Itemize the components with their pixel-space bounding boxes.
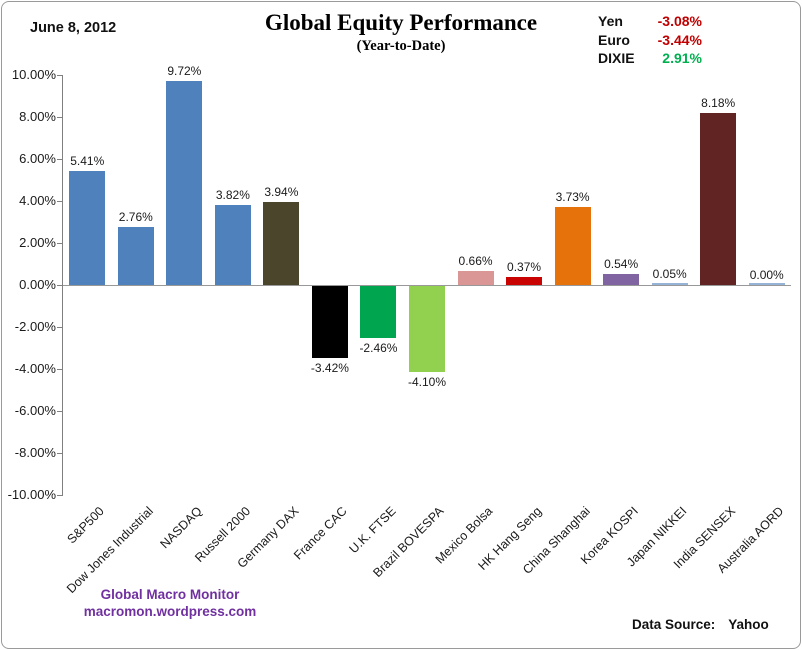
fx-value: -3.44% <box>657 31 702 48</box>
fx-row-dixie: DIXIE 2.91% <box>598 50 702 69</box>
bar-hk-hang-seng <box>506 277 543 285</box>
data-source: Data Source: Yahoo <box>632 617 769 632</box>
bar-mexico-bolsa <box>457 271 494 285</box>
fx-label: Yen <box>598 13 623 29</box>
y-axis-tick-label: 0.00% <box>19 277 56 292</box>
y-axis-tick <box>57 75 63 76</box>
data-source-label: Data Source: <box>632 617 716 632</box>
bar-russell-2000 <box>214 204 251 285</box>
y-axis-tick <box>57 285 63 286</box>
bar-japan-nikkei <box>651 283 688 285</box>
bar-brazil-bovespa <box>409 286 445 373</box>
fx-row-euro: Euro -3.44% <box>598 32 702 51</box>
bar-value-label: 0.66% <box>458 254 493 269</box>
branding-title: Global Macro Monitor <box>100 587 240 602</box>
y-axis-tick <box>57 495 63 496</box>
y-axis-tick-label: 8.00% <box>19 109 56 124</box>
x-axis-zero-line <box>63 285 791 286</box>
bar-value-label: 9.72% <box>167 63 202 78</box>
x-axis-category-label: NASDAQ <box>157 504 205 552</box>
fx-value: 2.91% <box>662 50 702 66</box>
bar-value-label: -3.42% <box>310 360 349 375</box>
fx-label: Euro <box>598 31 630 48</box>
bar-france-cac <box>311 286 348 358</box>
y-axis-tick-label: -10.00% <box>7 487 56 502</box>
x-axis-category-label: S&P500 <box>64 504 108 547</box>
fx-label: DIXIE <box>598 50 635 66</box>
bar-value-label: 3.73% <box>555 189 590 204</box>
y-axis-tick-label: 6.00% <box>19 151 56 166</box>
y-axis-tick-label: -8.00% <box>14 445 56 460</box>
bar-value-label: 0.37% <box>507 260 542 275</box>
bar-value-label: -4.10% <box>407 375 447 390</box>
bar-dow-jones-industrial <box>117 227 154 285</box>
y-axis-tick <box>57 327 63 328</box>
y-axis-tick-label: -4.00% <box>14 361 56 376</box>
y-axis-tick <box>57 201 63 202</box>
y-axis-tick <box>57 243 63 244</box>
y-axis-tick <box>57 453 63 454</box>
x-axis-category-label: Dow Jones Industrial <box>63 504 156 596</box>
bar-value-label: 0.05% <box>652 266 687 281</box>
fx-legend: Yen -3.08% Euro -3.44% DIXIE 2.91% <box>598 13 702 69</box>
y-axis-tick-label: -2.00% <box>14 319 56 334</box>
bar-india-sensex <box>700 113 737 285</box>
bar-value-label: 5.41% <box>70 154 105 169</box>
fx-row-yen: Yen -3.08% <box>598 13 702 32</box>
bar-u-k-ftse <box>360 286 397 338</box>
bar-value-label: -2.46% <box>359 340 398 355</box>
data-source-value: Yahoo <box>728 617 769 632</box>
bar-value-label: 0.00% <box>749 268 784 282</box>
bar-value-label: 3.82% <box>215 187 250 202</box>
chart-title: Global Equity Performance <box>264 10 538 35</box>
bar-value-label: 2.76% <box>118 210 153 225</box>
y-axis-tick <box>57 369 63 370</box>
fx-value: -3.08% <box>657 13 702 29</box>
bar-germany-dax <box>263 202 300 285</box>
y-axis-tick-label: -6.00% <box>14 403 56 418</box>
y-axis-tick-label: 2.00% <box>19 235 56 250</box>
y-axis-tick-label: 4.00% <box>19 193 56 208</box>
bar-nasdaq <box>166 80 203 285</box>
bar-korea-kospi <box>603 273 640 285</box>
bar-australia-aord <box>748 283 785 285</box>
bar-value-label: 8.18% <box>701 96 736 111</box>
branding: Global Macro Monitor macromon.wordpress.… <box>60 586 280 620</box>
y-axis-tick <box>57 117 63 118</box>
y-axis-tick <box>57 159 63 160</box>
bar-value-label: 0.54% <box>604 256 639 271</box>
chart-subtitle: (Year-to-Date) <box>356 38 446 54</box>
branding-url[interactable]: macromon.wordpress.com <box>83 604 257 619</box>
bar-value-label: 3.94% <box>264 185 299 200</box>
y-axis-tick-label: 10.00% <box>11 67 56 82</box>
bar-china-shanghai <box>554 206 591 285</box>
chart-date: June 8, 2012 <box>30 20 117 36</box>
bar-s-p500 <box>69 171 106 285</box>
y-axis-tick <box>57 411 63 412</box>
